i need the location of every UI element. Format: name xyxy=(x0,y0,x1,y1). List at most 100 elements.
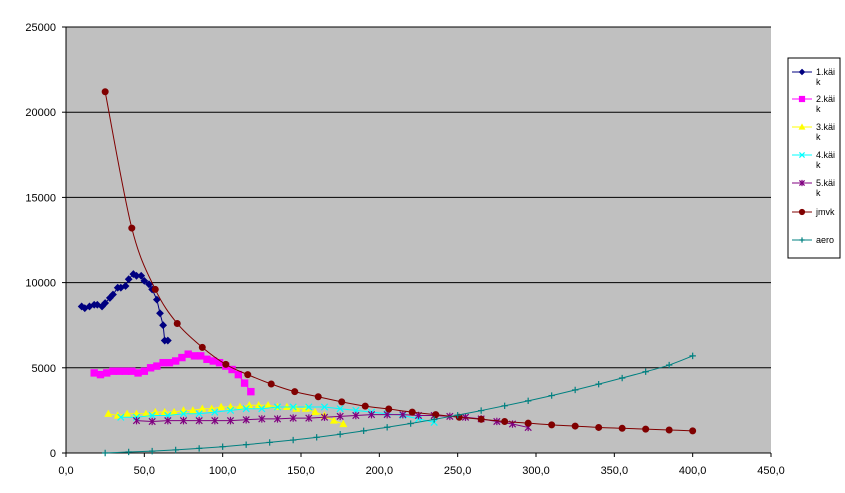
legend-swatch-marker xyxy=(798,208,806,216)
data-point xyxy=(242,405,250,413)
data-point xyxy=(289,436,297,444)
data-point xyxy=(179,416,188,425)
series-1 xyxy=(90,350,255,396)
data-point xyxy=(153,362,161,370)
data-point xyxy=(618,424,626,432)
data-point xyxy=(273,415,282,423)
data-point xyxy=(101,299,110,307)
data-point xyxy=(244,371,252,379)
data-point xyxy=(171,357,180,365)
x-tick-label: 200,0 xyxy=(366,465,394,477)
legend-item: jmvk xyxy=(792,207,835,217)
series-0 xyxy=(77,270,172,345)
legend-item: aero xyxy=(792,235,834,245)
data-point xyxy=(242,416,250,424)
legend-swatch-marker xyxy=(798,151,806,159)
data-point xyxy=(291,388,299,396)
data-point xyxy=(408,408,416,416)
data-point xyxy=(195,410,203,418)
x-tick-label: 150,0 xyxy=(287,465,315,477)
gridlines xyxy=(66,26,771,369)
data-point xyxy=(266,439,273,446)
data-point xyxy=(140,367,149,375)
data-point xyxy=(338,398,346,406)
data-point xyxy=(595,380,602,388)
data-point xyxy=(571,422,579,430)
data-point xyxy=(399,410,407,419)
legend-label: 3.käi xyxy=(816,122,835,132)
data-point xyxy=(101,449,109,457)
data-point xyxy=(642,368,649,375)
data-point xyxy=(305,403,313,411)
data-point xyxy=(289,403,297,411)
x-tick-label: 100,0 xyxy=(209,465,237,477)
legend-label: 5.käi xyxy=(816,178,835,188)
data-point xyxy=(242,441,250,448)
data-point xyxy=(548,421,556,429)
data-point xyxy=(109,290,117,299)
data-point xyxy=(178,353,186,362)
legend-swatch-marker xyxy=(799,237,805,243)
data-point xyxy=(336,405,344,413)
legend-box xyxy=(787,57,841,259)
data-point xyxy=(211,408,219,416)
data-point xyxy=(320,403,329,411)
x-tick-label: 300,0 xyxy=(522,465,550,477)
data-point xyxy=(339,419,348,428)
data-point xyxy=(267,380,275,388)
data-point xyxy=(179,410,188,418)
data-point xyxy=(548,392,555,399)
data-point xyxy=(226,406,235,415)
data-point xyxy=(148,411,156,420)
data-point xyxy=(132,416,141,425)
data-point xyxy=(165,358,174,367)
data-point xyxy=(432,411,440,419)
x-tick-label: 450,0 xyxy=(757,465,785,477)
data-point xyxy=(689,352,696,360)
data-point xyxy=(104,409,113,417)
data-point xyxy=(314,393,322,401)
data-point xyxy=(383,410,391,419)
data-point xyxy=(125,448,132,456)
data-point xyxy=(203,355,211,363)
data-point xyxy=(240,379,249,387)
data-point xyxy=(217,402,226,411)
data-point xyxy=(461,413,470,421)
data-point xyxy=(121,367,130,375)
data-point xyxy=(128,367,136,375)
legend-label: jmvk xyxy=(815,207,835,217)
data-point xyxy=(159,321,168,330)
data-point xyxy=(151,285,159,293)
data-point xyxy=(123,409,132,417)
data-point xyxy=(477,415,485,423)
data-point xyxy=(190,352,199,360)
legend-label: k xyxy=(816,188,821,198)
data-point xyxy=(329,416,338,424)
legend-swatch-marker xyxy=(798,95,806,103)
data-point xyxy=(258,415,266,423)
data-point xyxy=(184,350,192,358)
data-point xyxy=(96,370,105,379)
data-point xyxy=(493,417,501,426)
data-point xyxy=(188,406,197,414)
data-point xyxy=(642,425,650,433)
data-point xyxy=(595,423,603,431)
data-point xyxy=(146,364,155,372)
data-point xyxy=(501,417,509,425)
series-3 xyxy=(117,403,438,426)
data-point xyxy=(101,88,109,96)
data-point xyxy=(103,369,111,377)
legend-swatch-marker xyxy=(798,179,806,187)
data-point xyxy=(195,416,203,425)
y-tick-label: 5000 xyxy=(32,363,56,375)
data-point xyxy=(313,434,320,441)
data-point xyxy=(407,420,414,427)
legend-label: k xyxy=(816,160,821,170)
data-point xyxy=(145,280,153,289)
data-point xyxy=(258,405,266,413)
data-point xyxy=(128,224,136,232)
